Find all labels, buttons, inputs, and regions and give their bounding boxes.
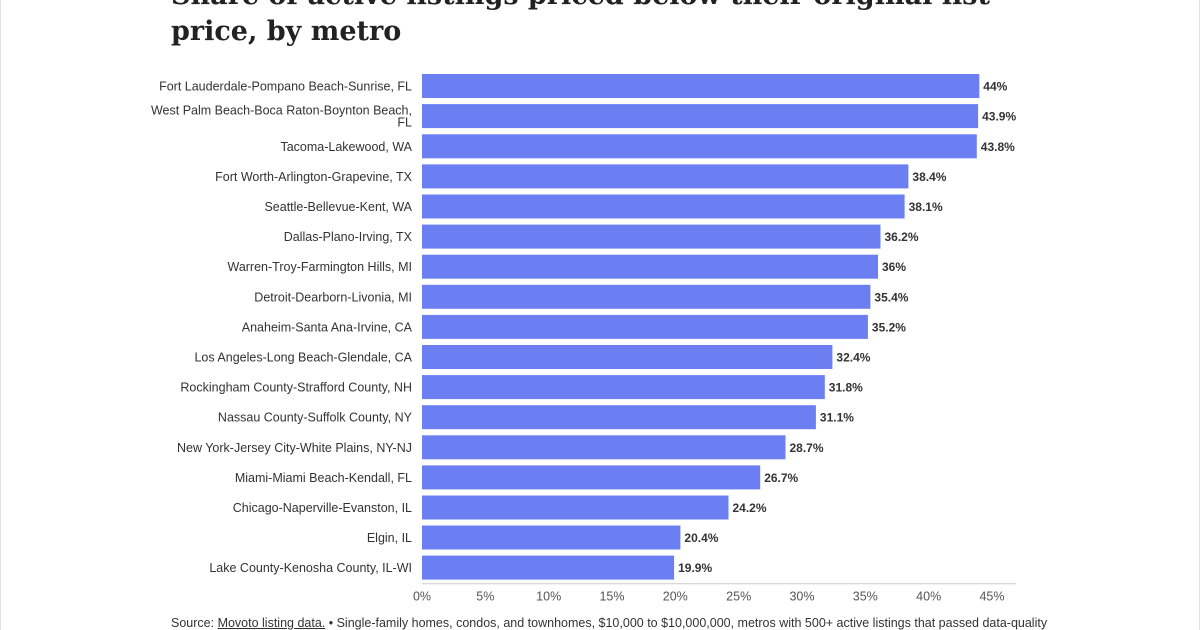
bar xyxy=(422,194,905,219)
value-label: 36.2% xyxy=(885,230,919,244)
x-tick-label: 0% xyxy=(413,590,431,604)
category-label: Seattle-Bellevue-Kent, WA xyxy=(264,200,412,214)
category-label: Detroit-Dearborn-Livonia, MI xyxy=(254,290,412,304)
category-label: Lake County-Kenosha County, IL-WI xyxy=(209,561,412,575)
x-tick-label: 20% xyxy=(663,590,688,604)
source-note: Source: Movoto listing data. • Single-fa… xyxy=(171,616,1171,630)
x-tick-label: 45% xyxy=(979,590,1004,604)
category-label: New York-Jersey City-White Plains, NY-NJ xyxy=(177,441,412,455)
bar xyxy=(422,104,979,129)
category-label: Anaheim-Santa Ana-Irvine, CA xyxy=(242,320,413,334)
source-prefix: Source: xyxy=(171,616,218,630)
value-label: 35.4% xyxy=(874,290,908,304)
value-label: 31.1% xyxy=(820,411,854,425)
value-label: 26.7% xyxy=(764,471,798,485)
bar xyxy=(422,284,871,309)
category-label: Tacoma-Lakewood, WA xyxy=(280,140,412,154)
x-tick-label: 40% xyxy=(916,590,941,604)
category-label: Miami-Miami Beach-Kendall, FL xyxy=(235,471,412,485)
bar xyxy=(422,74,980,98)
value-label: 38.4% xyxy=(912,170,946,184)
chart-title: Share of active listings priced below th… xyxy=(171,0,990,47)
x-tick-label: 10% xyxy=(536,590,561,604)
bar xyxy=(422,555,675,580)
bar xyxy=(422,375,825,400)
source-description: Single-family homes, condos, and townhom… xyxy=(336,616,1048,630)
value-label: 43.9% xyxy=(982,110,1016,124)
value-label: 44% xyxy=(983,80,1007,94)
category-label: Dallas-Plano-Irving, TX xyxy=(284,230,413,244)
value-label: 43.8% xyxy=(981,140,1015,154)
value-label: 24.2% xyxy=(733,501,767,515)
value-label: 35.2% xyxy=(872,320,906,334)
category-label: Los Angeles-Long Beach-Glendale, CA xyxy=(194,351,412,365)
bar xyxy=(422,405,816,430)
category-label: Fort Worth-Arlington-Grapevine, TX xyxy=(215,170,412,184)
category-label: Fort Lauderdale-Pompano Beach-Sunrise, F… xyxy=(159,80,412,94)
bar xyxy=(422,345,833,369)
bar xyxy=(422,525,681,550)
value-label: 19.9% xyxy=(678,561,712,575)
source-bullet: • xyxy=(325,616,337,630)
bar xyxy=(422,254,878,279)
value-label: 32.4% xyxy=(836,351,870,365)
category-label: West Palm Beach-Boca Raton-Boynton Beach… xyxy=(151,104,412,118)
value-label: 36% xyxy=(882,260,906,274)
x-tick-label: 35% xyxy=(853,590,878,604)
bar xyxy=(422,314,868,339)
bar xyxy=(422,164,909,189)
bar xyxy=(422,435,786,460)
x-tick-label: 5% xyxy=(476,590,494,604)
bar xyxy=(422,495,729,520)
value-label: 28.7% xyxy=(790,441,824,455)
bar xyxy=(422,465,761,490)
category-label: FL xyxy=(397,116,412,130)
bar-chart: Fort Lauderdale-Pompano Beach-Sunrise, F… xyxy=(151,74,1016,604)
category-label: Chicago-Naperville-Evanston, IL xyxy=(233,501,412,515)
bar xyxy=(422,134,977,159)
left-border xyxy=(0,0,1,630)
bar xyxy=(422,224,881,249)
category-label: Elgin, IL xyxy=(367,531,412,545)
x-tick-label: 30% xyxy=(789,590,814,604)
value-label: 31.8% xyxy=(829,381,863,395)
category-label: Nassau County-Suffolk County, NY xyxy=(218,411,413,425)
source-link[interactable]: Movoto listing data. xyxy=(217,616,326,630)
x-tick-label: 25% xyxy=(726,590,751,604)
value-label: 20.4% xyxy=(684,531,718,545)
category-label: Warren-Troy-Farmington Hills, MI xyxy=(227,260,412,274)
value-label: 38.1% xyxy=(909,200,943,214)
category-label: Rockingham County-Strafford County, NH xyxy=(180,381,412,395)
x-tick-label: 15% xyxy=(599,590,624,604)
